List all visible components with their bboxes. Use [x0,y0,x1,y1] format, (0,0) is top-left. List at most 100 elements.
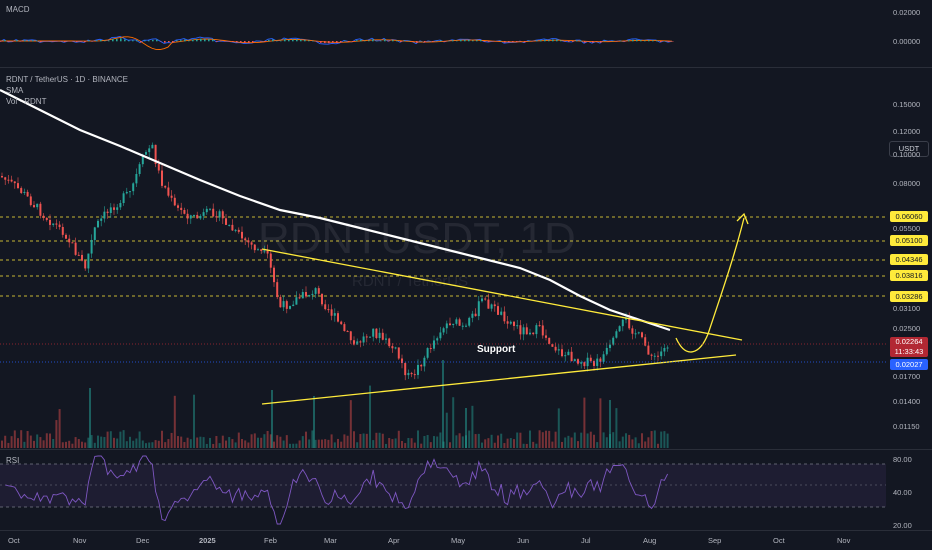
candle-body [167,187,170,196]
indicator-sma-label[interactable]: SMA [6,86,24,95]
candle-body [593,361,595,366]
indicator-volume-label[interactable]: Vol · RDNT [6,97,47,106]
macd-histogram-bar [76,41,78,43]
candle-body [151,144,154,149]
volume-bar [52,438,55,448]
volume-bar [7,442,10,448]
candle-body [637,332,640,334]
symbol-title[interactable]: RDNT / TetherUS · 1D · BINANCE [6,75,128,84]
candle-body [154,144,157,164]
volume-bar [605,437,608,448]
candle-body [391,346,394,349]
candle-body [205,208,208,213]
candle-body [509,321,512,324]
volume-bar [372,440,375,448]
candle-body [231,224,234,231]
pane-separator[interactable] [0,67,932,68]
macd-histogram-bar [484,41,486,42]
macd-histogram-bar [192,39,194,42]
volume-bar [609,400,611,448]
volume-bar [93,442,96,448]
candle-body [257,249,259,251]
volume-bar [570,437,573,448]
candle-body [20,188,23,193]
macd-histogram-bar [16,40,18,42]
macd-histogram-bar [0,41,2,42]
volume-bar [199,436,202,448]
volume-bar [541,432,544,448]
candle-body [618,326,621,332]
volume-bar [577,441,579,448]
candle-body [250,242,253,245]
rsi-pane[interactable]: RSI 80.00 40.00 20.00 [0,450,932,530]
volume-bar [461,436,464,448]
macd-histogram-bar [120,38,122,42]
time-label: Aug [643,536,657,545]
time-axis[interactable]: Oct Nov Dec 2025 Feb Mar Apr May Jun Jul… [0,531,932,550]
volume-bar [647,437,650,448]
currency-unit-button[interactable]: USDT [889,141,929,157]
macd-histogram-bar [580,40,582,42]
macd-histogram-bar [124,39,126,42]
pane-separator[interactable] [0,449,932,450]
volume-bar [103,437,106,448]
macd-histogram-bar [644,40,646,42]
candle-body [29,196,32,206]
macd-histogram-bar [528,40,530,42]
candle-body [87,253,90,269]
candle-body [311,293,314,295]
candle-body [420,364,423,367]
macd-histogram-bar [84,41,86,43]
macd-histogram-bar [380,40,382,42]
volume-bar [564,437,567,448]
volume-bar [138,431,141,448]
candle-body [644,337,647,346]
macd-histogram-bar [108,40,110,42]
macd-histogram-bar [604,40,606,42]
candle-body [631,328,634,334]
candle-body [605,347,608,355]
volume-bar [221,435,224,448]
candle-body [404,363,407,376]
candle-body [74,242,77,255]
candle-body [375,328,378,339]
candle-body [477,301,480,317]
macd-histogram-bar [588,41,590,42]
candle-body [314,288,317,294]
volume-bar [148,442,151,448]
candle-body [407,372,410,376]
candle-body [564,355,567,357]
volume-bar [330,434,333,448]
volume-bar [327,439,330,448]
macd-histogram-bar [564,41,566,42]
candle-body [557,349,560,351]
macd-histogram-bar [404,40,406,42]
macd-histogram-bar [44,41,46,42]
candle-body [52,223,55,225]
candle-body [39,203,42,216]
macd-histogram-bar [396,40,398,42]
rsi-line [5,455,669,525]
macd-histogram-bar [36,40,38,42]
volume-bar [170,432,173,448]
price-plot [0,89,886,448]
volume-bar [241,438,243,448]
macd-signal-line [0,36,673,50]
candle-body [429,348,432,350]
candle-body [356,341,359,345]
volume-bar [522,443,525,448]
macd-pane[interactable]: MACD 0.02000 0.00000 [0,0,932,66]
rsi-axis-label: 80.00 [893,455,912,464]
volume-bar [151,442,154,448]
candle-body [385,338,387,340]
macd-histogram-bar [572,41,574,42]
volume-bar [141,440,144,448]
symbol-watermark-sub: RDNT / TetherUS [352,273,469,290]
macd-histogram-bar [116,38,118,42]
volume-bar [394,438,397,448]
macd-histogram-bar [648,40,650,42]
candle-body [177,205,179,208]
candle-body [317,288,320,294]
macd-histogram-bar [460,39,462,42]
price-pane[interactable]: RDNTUSDT, 1D RDNT / TetherUS RDNT / Teth… [0,68,932,448]
